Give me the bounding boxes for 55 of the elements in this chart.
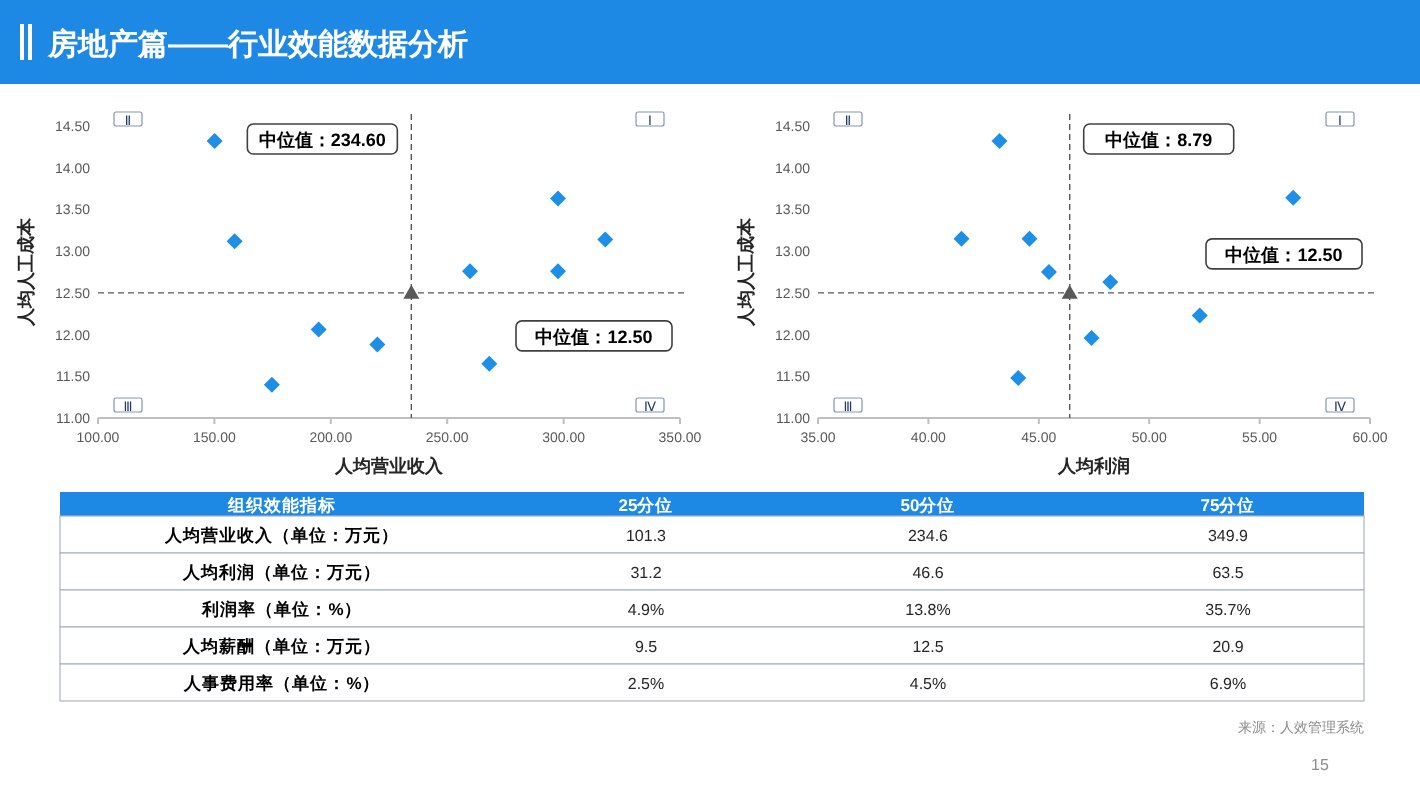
point [991,133,1008,150]
text: 2.5% [627,675,665,693]
point [310,321,327,338]
text: 4.9% [627,601,665,619]
text: 46.6 [912,564,944,582]
point [403,284,420,299]
text: 349.9 [1207,527,1249,545]
text: 6.9% [1209,675,1247,693]
y-axis-title: 人均人工成本 [736,216,756,328]
category-label: 人均营业收入（单位：万元） [165,525,399,545]
text: 15 [1311,756,1330,774]
text: 63.5 [1212,564,1244,582]
ref-line-label: 中位值：12.50 [1225,244,1343,265]
point [1061,284,1078,299]
text: 4.5% [909,675,947,693]
point [481,355,498,372]
category-label: 人均薪酬（单位：万元） [183,636,381,656]
text: 9.5 [634,638,658,656]
point [1285,189,1302,206]
point [206,133,223,150]
point [1102,274,1119,291]
chart-title: 房地产篇——行业效能数据分析 [46,26,468,62]
category-label: 利润率（单位：%） [202,599,362,619]
text: 35.7% [1205,601,1251,619]
point [226,233,243,250]
point [369,336,386,353]
text: 20.9 [1212,638,1244,656]
category-label: 50分位 [900,495,956,515]
text: 13.8% [905,601,951,619]
category-label: 25分位 [618,495,674,515]
point [1191,307,1208,324]
point [550,263,567,280]
point [263,376,280,393]
point [1040,264,1057,280]
point [1010,369,1027,386]
text: 101.3 [625,527,667,545]
category-label: 人事费用率（单位：%） [184,673,380,693]
text: 31.2 [630,564,662,582]
point [1021,230,1038,247]
text: 234.6 [907,527,949,545]
category-label: 组织效能指标 [226,495,336,515]
text: 12.5 [912,638,944,656]
point [550,190,567,207]
point [597,231,614,248]
point [1083,329,1100,346]
x-axis-title: 人均营业收入 [333,456,445,476]
ref-line-label: 中位值：12.50 [535,326,653,347]
point [953,230,970,247]
y-axis-title: 人均人工成本 [16,216,36,328]
ref-line-label: 中位值：234.60 [258,130,386,150]
ref-line-label: 中位值：8.79 [1105,130,1213,150]
category-label: 75分位 [1200,495,1256,515]
x-axis-title: 人均利润 [1056,456,1130,476]
point [462,263,479,280]
category-label: 人均利润（单位：万元） [183,562,381,582]
